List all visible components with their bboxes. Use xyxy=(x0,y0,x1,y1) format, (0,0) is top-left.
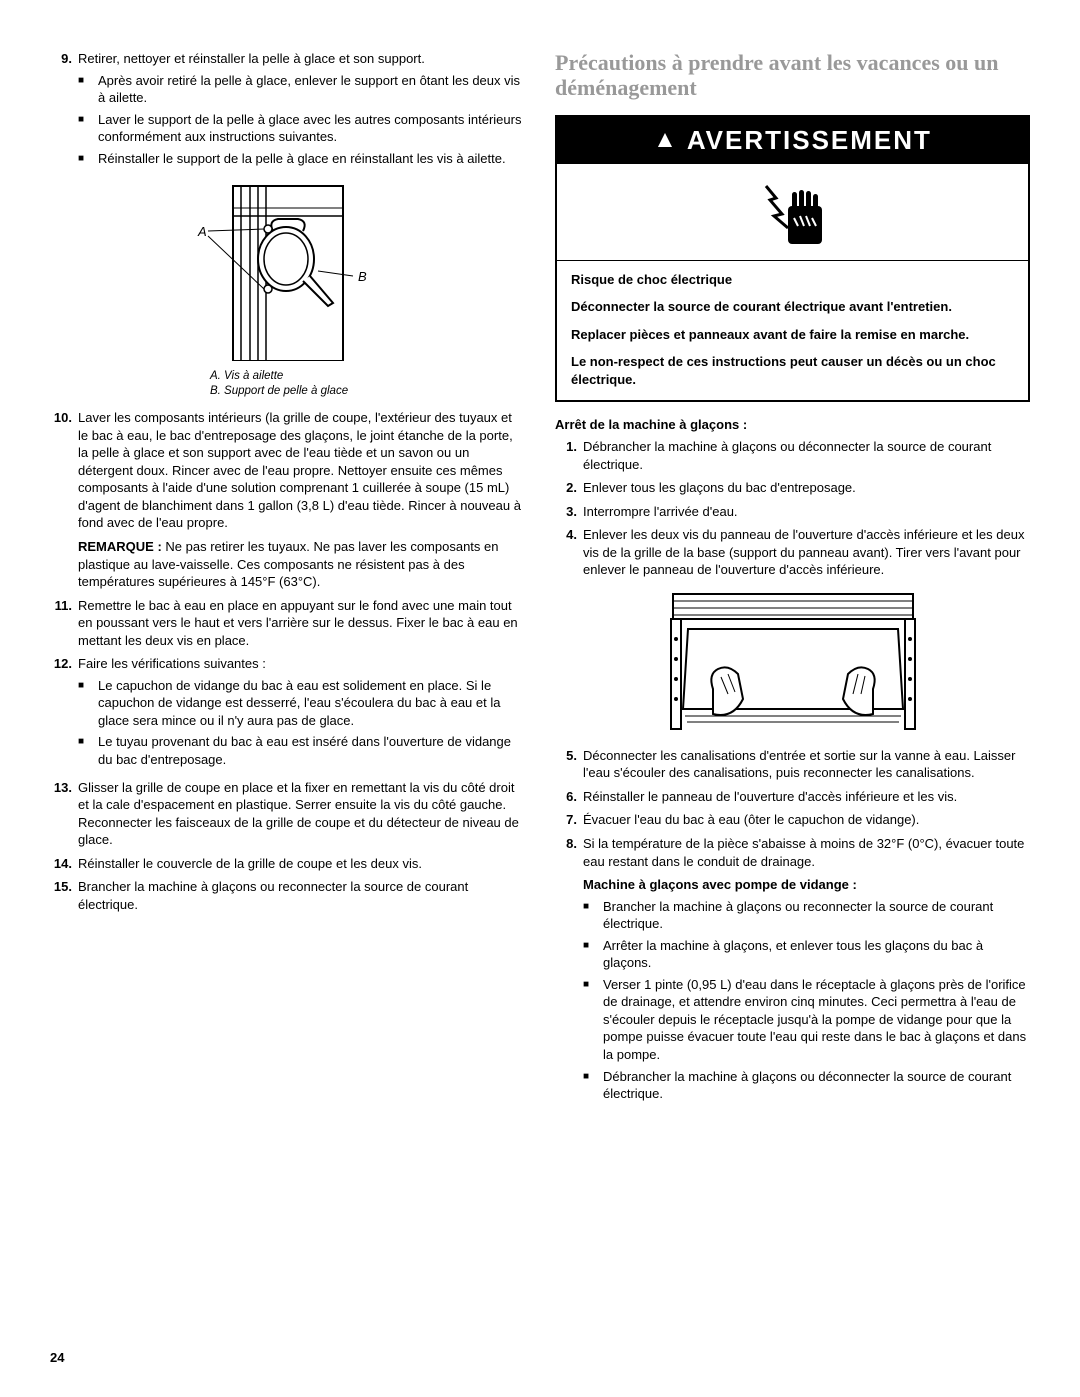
label-b: B xyxy=(358,269,367,284)
access-panel-diagram xyxy=(653,589,933,739)
pump-heading: Machine à glaçons avec pompe de vidange … xyxy=(583,876,1030,894)
two-column-layout: 9. Retirer, nettoyer et réinstaller la p… xyxy=(50,50,1030,1107)
step-11: 11. Remettre le bac à eau en place en ap… xyxy=(50,597,525,650)
warning-triangle-icon: ▲ xyxy=(653,128,679,152)
stop-heading: Arrêt de la machine à glaçons : xyxy=(555,416,1030,434)
pump-list: Brancher la machine à glaçons ou reconne… xyxy=(583,898,1030,1103)
sub-item: Après avoir retiré la pelle à glace, enl… xyxy=(78,72,525,107)
step-number: 9. xyxy=(50,50,78,171)
step-list-10-15: 10. Laver les composants intérieurs (la … xyxy=(50,409,525,913)
figure-caption: A. Vis à ailette B. Support de pelle à g… xyxy=(210,369,525,399)
sub-item: Réinstaller le support de la pelle à gla… xyxy=(78,150,525,168)
step-text: Retirer, nettoyer et réinstaller la pell… xyxy=(78,51,425,66)
stop-list-1-4: 1.Débrancher la machine à glaçons ou déc… xyxy=(555,438,1030,579)
ice-scoop-diagram: A B xyxy=(178,181,398,361)
left-column: 9. Retirer, nettoyer et réinstaller la p… xyxy=(50,50,525,1107)
electric-shock-hand-icon xyxy=(758,178,828,248)
step-13: 13. Glisser la grille de coupe en place … xyxy=(50,779,525,849)
sub-list: Après avoir retiré la pelle à glace, enl… xyxy=(78,72,525,168)
step-12: 12. Faire les vérifications suivantes : … xyxy=(50,655,525,772)
warning-title: AVERTISSEMENT xyxy=(687,123,932,158)
sub-item: Laver le support de la pelle à glace ave… xyxy=(78,111,525,146)
page-number: 24 xyxy=(50,1349,64,1367)
section-heading: Précautions à prendre avant les vacances… xyxy=(555,50,1030,101)
step-9: 9. Retirer, nettoyer et réinstaller la p… xyxy=(50,50,525,171)
warning-icon-row xyxy=(557,164,1028,261)
warning-body: Risque de choc électrique Déconnecter la… xyxy=(557,261,1028,401)
step-15: 15. Brancher la machine à glaçons ou rec… xyxy=(50,878,525,913)
step-10: 10. Laver les composants intérieurs (la … xyxy=(50,409,525,590)
figure-ice-scoop-holder: A B xyxy=(50,181,525,361)
warning-box: ▲ AVERTISSEMENT Risque de choc électriqu… xyxy=(555,115,1030,403)
stop-list-5-8: 5.Déconnecter les canalisations d'entrée… xyxy=(555,747,1030,870)
right-column: Précautions à prendre avant les vacances… xyxy=(555,50,1030,1107)
step-list-9: 9. Retirer, nettoyer et réinstaller la p… xyxy=(50,50,525,171)
warning-header: ▲ AVERTISSEMENT xyxy=(557,117,1028,164)
figure-access-panel xyxy=(555,589,1030,739)
label-a: A xyxy=(197,224,207,239)
step-14: 14. Réinstaller le couvercle de la grill… xyxy=(50,855,525,873)
